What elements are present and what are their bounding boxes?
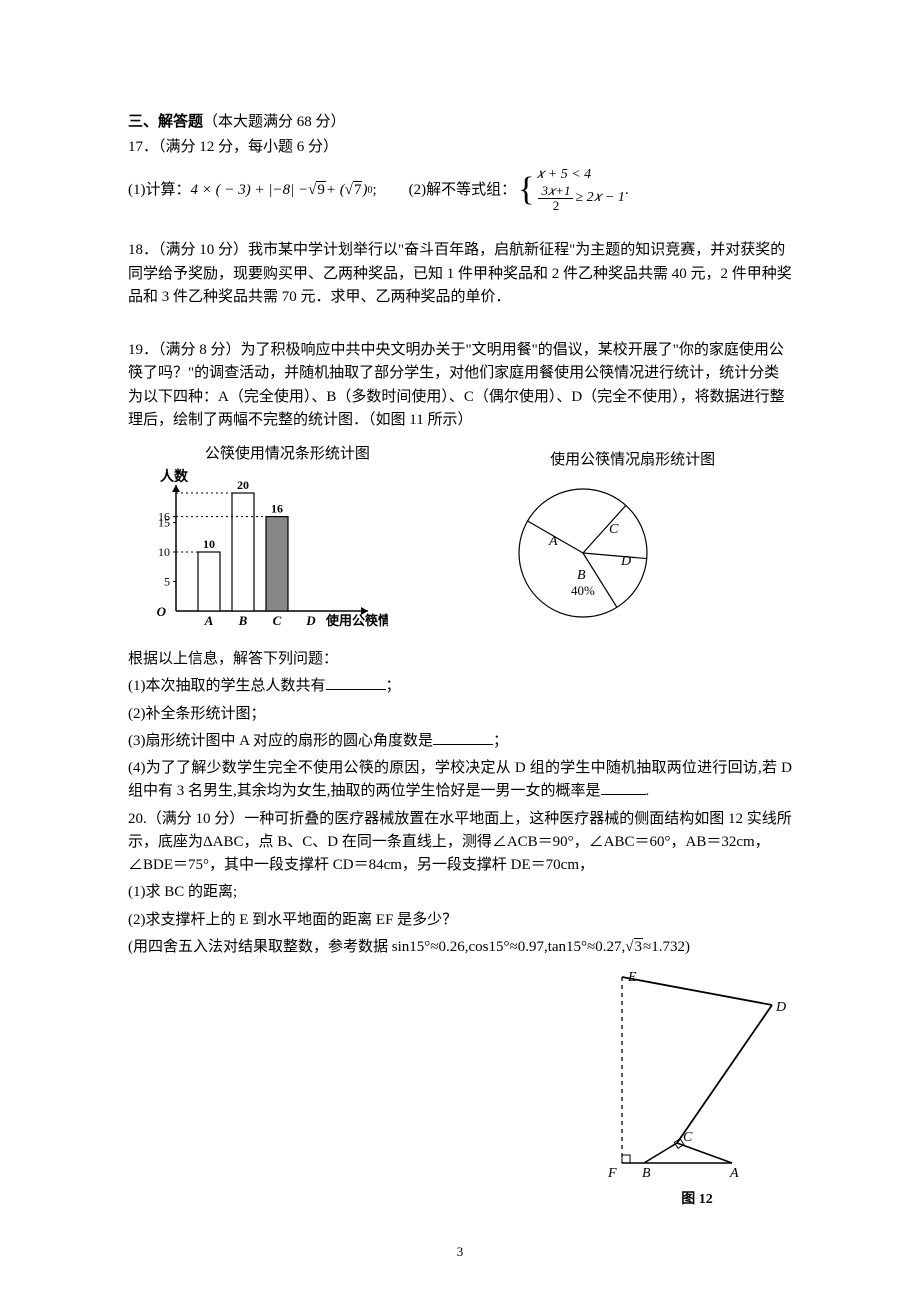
brace-icon: { (518, 175, 534, 206)
blank-input[interactable] (601, 794, 646, 795)
svg-text:使用公筷情况: 使用公筷情况 (325, 613, 388, 628)
q17-equations: (1)计算： 4 × ( − 3) + |−8| − 9 + (7)0; (2)… (128, 167, 792, 213)
svg-text:16: 16 (271, 502, 283, 516)
svg-text:20: 20 (237, 478, 249, 492)
svg-text:D: D (305, 613, 316, 628)
svg-text:B: B (238, 613, 248, 628)
bar-chart-container: 公筷使用情况条形统计图 人数5101516O10A20B16CD使用公筷情况 (128, 442, 447, 642)
svg-text:D: D (775, 1000, 786, 1015)
q17-sys-row2: 3𝑥+12 ≥ 2𝑥 − 1 (536, 184, 624, 214)
q20-p3: (用四舍五入法对结果取整数，参考数据 sin15°≈0.26,cos15°≈0.… (128, 936, 792, 959)
bar-chart-title: 公筷使用情况条形统计图 (128, 442, 447, 463)
pie-chart-container: 使用公筷情况扇形统计图 A C D B40% (473, 442, 792, 642)
q17-sys-tail: . (625, 176, 629, 205)
svg-text:16: 16 (158, 510, 170, 524)
q19-figures: 公筷使用情况条形统计图 人数5101516O10A20B16CD使用公筷情况 使… (128, 442, 792, 642)
q17-intro: 17．（满分 12 分，每小题 6 分） (128, 135, 792, 159)
svg-text:B: B (577, 568, 586, 583)
q19-p4: (4)为了了解少数学生完全不使用公筷的原因，学校决定从 D 组的学生中随机抽取两… (128, 757, 792, 804)
section-heading-sub: （本大题满分 68 分） (203, 114, 346, 130)
q19-after: 根据以上信息，解答下列问题： (128, 648, 792, 671)
q18-text: 18．（满分 10 分）我市某中学计划举行以"奋斗百年路，启航新征程"为主题的知… (128, 239, 792, 309)
bar-chart: 人数5101516O10A20B16CD使用公筷情况 (128, 467, 388, 637)
q19-p1: (1)本次抽取的学生总人数共有； (128, 675, 792, 698)
figure-12-container: E D C B A F 图 12 (128, 963, 792, 1208)
svg-text:C: C (609, 522, 619, 537)
svg-text:5: 5 (164, 575, 170, 589)
q19-text: 19．（满分 8 分）为了积极响应中共中央文明办关于"文明用餐"的倡议，某校开展… (128, 339, 792, 432)
q17-part2-label: (2)解不等式组： (409, 176, 517, 205)
q17-system: 𝑥 + 5 < 4 3𝑥+12 ≥ 2𝑥 − 1 (536, 167, 624, 213)
figure-12-diagram: E D C B A F (602, 963, 792, 1183)
svg-text:F: F (607, 1166, 617, 1181)
q20-p1: (1)求 BC 的距离; (128, 881, 792, 904)
svg-text:人数: 人数 (160, 468, 189, 485)
q17-part1-label: (1)计算： (128, 176, 191, 205)
pie-chart: A C D B40% (473, 473, 693, 633)
svg-text:40%: 40% (571, 583, 595, 598)
svg-text:10: 10 (203, 537, 215, 551)
pie-chart-title: 使用公筷情况扇形统计图 (473, 448, 792, 469)
q17-sys-row1: 𝑥 + 5 < 4 (536, 167, 624, 184)
q17-part2: (2)解不等式组： { 𝑥 + 5 < 4 3𝑥+12 ≥ 2𝑥 − 1 . (409, 167, 629, 213)
svg-text:A: A (548, 534, 558, 549)
figure-12-caption: 图 12 (602, 1188, 792, 1208)
q20-p2: (2)求支撑杆上的 E 到水平地面的距离 EF 是多少？ (128, 909, 792, 932)
svg-text:B: B (642, 1166, 651, 1181)
svg-text:10: 10 (158, 545, 170, 559)
svg-text:O: O (157, 604, 167, 619)
svg-text:A: A (204, 613, 214, 628)
svg-text:C: C (683, 1130, 693, 1145)
q17-part1: (1)计算： 4 × ( − 3) + |−8| − 9 + (7)0; (128, 176, 377, 205)
q20-text: 20.（满分 10 分）一种可折叠的医疗器械放置在水平地面上，这种医疗器械的侧面… (128, 808, 792, 878)
q19-p3: (3)扇形统计图中 A 对应的扇形的圆心角度数是； (128, 730, 792, 753)
svg-text:E: E (627, 970, 637, 985)
blank-input[interactable] (326, 689, 386, 690)
section-heading-strong: 三、解答题 (128, 114, 203, 130)
page-number: 3 (0, 1244, 920, 1260)
svg-text:C: C (273, 613, 282, 628)
q19-p2: (2)补全条形统计图； (128, 703, 792, 726)
blank-input[interactable] (433, 744, 493, 745)
svg-text:A: A (729, 1166, 739, 1181)
section-heading: 三、解答题（本大题满分 68 分） (128, 110, 792, 131)
svg-text:D: D (620, 554, 631, 569)
